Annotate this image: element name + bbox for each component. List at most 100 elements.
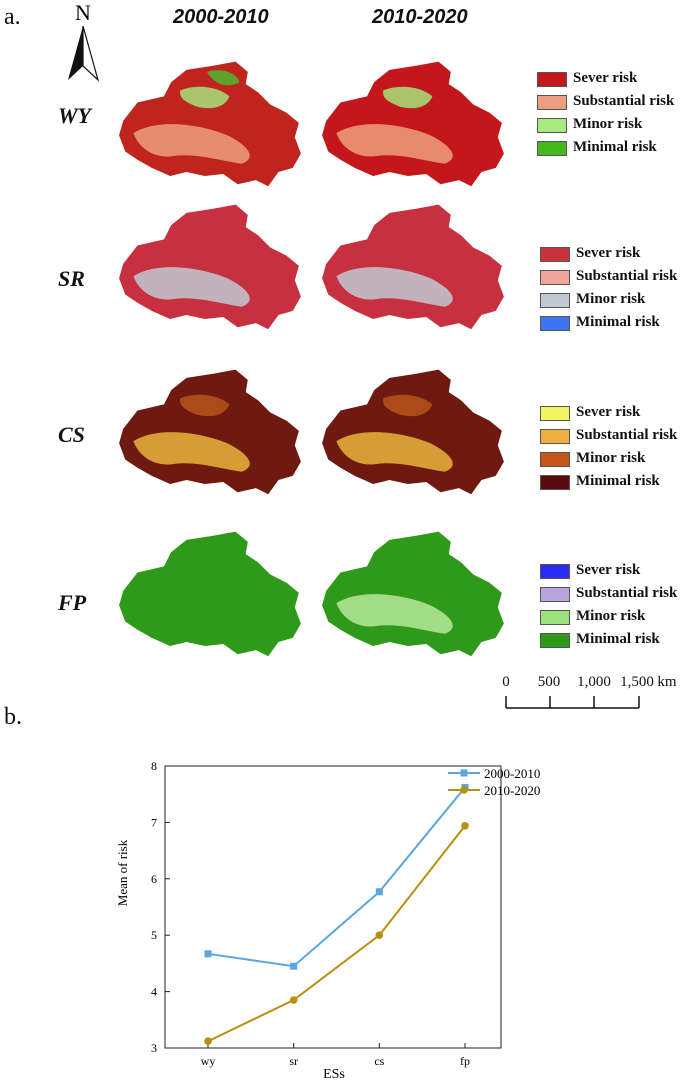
y-tick-label: 8 (151, 759, 157, 773)
y-axis-label: Mean of risk (115, 839, 130, 906)
legend-fp: Sever risk Substantial risk Minor risk Mini… (540, 562, 685, 659)
y-tick-label: 5 (151, 928, 157, 942)
legend-swatch (540, 429, 570, 444)
map-region (322, 61, 504, 187)
map-risk-patch (383, 86, 433, 109)
row-label-fp: FP (58, 590, 87, 615)
legend-swatch (537, 95, 567, 110)
legend-swatch (537, 72, 567, 87)
legend-label: Minor risk (576, 450, 646, 466)
x-tick-label: sr (289, 1054, 298, 1068)
map-risk-patch (336, 594, 453, 634)
legend-swatch (537, 118, 567, 133)
panel-b-label: b. (4, 704, 22, 730)
y-tick-label: 4 (151, 985, 157, 999)
period-label-1: 2000-2010 (173, 6, 269, 28)
legend-label: Sever risk (576, 245, 641, 261)
map-region (119, 369, 301, 495)
map-risk-patch (133, 432, 250, 472)
legend-swatch (540, 475, 570, 490)
y-tick-label: 6 (151, 872, 157, 886)
legend-label: Sever risk (573, 70, 638, 86)
map-wy-1 (119, 61, 301, 187)
scale-bar: 0 500 1,000 1,500 km (500, 672, 677, 712)
plot-frame (164, 765, 502, 1049)
map-risk-patch (206, 70, 240, 86)
legend-label: Substantial risk (573, 93, 675, 109)
legend-swatch (537, 141, 567, 156)
legend-label: Minor risk (576, 291, 646, 307)
scale-unit: km (657, 674, 677, 690)
map-region (322, 369, 504, 495)
map-cs-1 (119, 369, 301, 495)
legend-label: Minor risk (573, 116, 643, 132)
legend-wy: Sever risk Substantial risk Minor risk Mini… (537, 70, 682, 167)
data-point (375, 931, 384, 939)
legend-swatch (540, 610, 570, 625)
map-risk-patch (180, 86, 230, 109)
legend-marker (460, 769, 468, 777)
data-point (290, 962, 298, 970)
scale-tick-1000: 1,000 (577, 674, 611, 690)
legend-swatch (540, 247, 570, 262)
row-label-sr: SR (58, 266, 85, 291)
data-point (204, 1037, 212, 1046)
series-line-2000-2010 (207, 786, 466, 968)
scale-tick-1500: 1,500 (620, 674, 654, 690)
period-label-2: 2010-2020 (372, 6, 468, 28)
legend-swatch (540, 316, 570, 331)
row-label-wy: WY (58, 103, 91, 128)
legend-label: 2000-2010 (484, 766, 540, 781)
row-label-cs: CS (58, 422, 85, 447)
legend-label: Minimal risk (573, 139, 657, 155)
x-axis-label: ESs (323, 1067, 345, 1081)
north-arrow-right-icon (82, 25, 100, 82)
legend-label: Substantial risk (576, 268, 678, 284)
legend-swatch (540, 452, 570, 467)
legend-swatch (540, 270, 570, 285)
legend-marker (460, 786, 468, 794)
map-risk-patch (336, 267, 453, 307)
legend-label: Minimal risk (576, 473, 660, 489)
legend-swatch (540, 633, 570, 648)
legend-label: 2010-2020 (484, 783, 540, 798)
scale-tick-500: 500 (537, 674, 561, 690)
data-point (461, 821, 469, 830)
map-region (322, 531, 504, 657)
x-tick-label: wy (201, 1054, 216, 1068)
map-risk-patch (383, 394, 433, 417)
legend-swatch (540, 587, 570, 602)
map-risk-patch (180, 394, 230, 417)
north-arrow: N (60, 0, 106, 86)
legend-label: Substantial risk (576, 585, 678, 601)
map-risk-patch (336, 432, 453, 472)
y-tick-label: 3 (151, 1041, 157, 1055)
y-tick-label: 7 (151, 815, 157, 829)
legend-label: Minimal risk (576, 314, 660, 330)
legend-label: Minimal risk (576, 631, 660, 647)
map-region (119, 531, 301, 657)
map-sr-2 (322, 204, 504, 330)
map-risk-patch (133, 267, 250, 307)
x-tick-label: fp (460, 1054, 470, 1068)
map-region (119, 61, 301, 187)
legend-label: Minor risk (576, 608, 646, 624)
map-risk-patch (336, 124, 453, 164)
legend-swatch (540, 293, 570, 308)
scale-tick-0: 0 (502, 674, 510, 690)
legend-label: Sever risk (576, 562, 641, 578)
map-fp-1 (119, 531, 301, 657)
north-arrow-left-icon (68, 26, 83, 80)
scale-bar-line (505, 696, 640, 709)
series-line-2010-2020 (207, 825, 466, 1043)
map-wy-2 (322, 61, 504, 187)
map-region (119, 204, 301, 330)
legend-label: Substantial risk (576, 427, 678, 443)
legend-swatch (540, 406, 570, 421)
map-region (322, 204, 504, 330)
legend-cs: Sever risk Substantial risk Minor risk Mini… (540, 404, 685, 501)
legend-swatch (540, 564, 570, 579)
panel-a-label: a. (4, 4, 21, 30)
legend-label: Sever risk (576, 404, 641, 420)
risk-line-chart: Mean of risk ESs 3 4 5 6 7 8 wy sr cs fp 2000-2010… (115, 759, 540, 1081)
